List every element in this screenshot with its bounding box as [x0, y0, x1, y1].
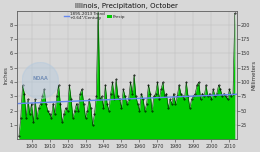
Y-axis label: Millimeters: Millimeters	[251, 60, 257, 90]
Title: Illinois, Precipitation, October: Illinois, Precipitation, October	[75, 3, 178, 9]
Circle shape	[22, 62, 59, 99]
Y-axis label: Inches: Inches	[3, 66, 9, 84]
Text: NOAA: NOAA	[32, 76, 48, 81]
Legend: 1895-2013 Trend
+0.64"/Century, Precip: 1895-2013 Trend +0.64"/Century, Precip	[63, 11, 126, 21]
